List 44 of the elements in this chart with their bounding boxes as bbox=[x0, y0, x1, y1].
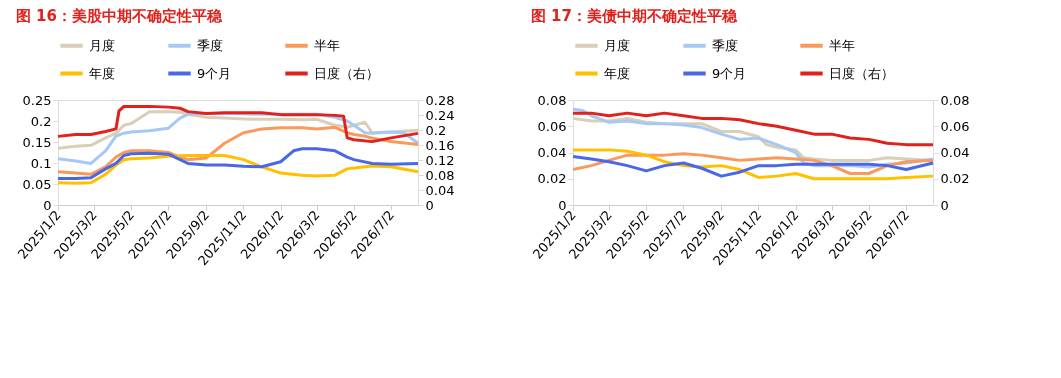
chart-title: 图 17：美债中期不确定性平稳 bbox=[530, 7, 738, 25]
y2-tick-label: 0.04 bbox=[425, 182, 455, 198]
y2-tick-label: 0.08 bbox=[940, 92, 970, 108]
legend-label: 月度 bbox=[89, 37, 115, 53]
legend-label: 9个月 bbox=[197, 65, 232, 81]
legend-label: 半年 bbox=[829, 37, 855, 53]
y2-tick-label: 0.02 bbox=[940, 171, 970, 187]
legend-label: 季度 bbox=[712, 37, 738, 53]
legend-label: 季度 bbox=[197, 37, 223, 53]
y2-tick-label: 0.04 bbox=[940, 145, 970, 160]
y2-tick-label: 0.24 bbox=[425, 107, 455, 123]
legend-label: 日度（右） bbox=[829, 65, 894, 81]
y2-tick-label: 0 bbox=[940, 197, 949, 213]
y-tick-label: 0.05 bbox=[22, 176, 52, 192]
line-series bbox=[56, 153, 420, 185]
legend-label: 年度 bbox=[89, 65, 115, 81]
y-tick-label: 0.08 bbox=[537, 92, 567, 108]
y-tick-label: 0.04 bbox=[537, 145, 567, 160]
line-series bbox=[571, 111, 935, 147]
line-series bbox=[571, 148, 935, 181]
y2-tick-label: 0.08 bbox=[425, 167, 455, 183]
y2-tick-label: 0.12 bbox=[425, 152, 455, 168]
line-series bbox=[56, 125, 420, 176]
legend-label: 9个月 bbox=[712, 65, 747, 81]
y-tick-label: 0 bbox=[558, 197, 567, 213]
y-tick-label: 0.25 bbox=[22, 92, 52, 108]
y-tick-label: 0.2 bbox=[30, 113, 52, 129]
line-series bbox=[56, 104, 420, 144]
y-tick-label: 0.1 bbox=[30, 155, 52, 171]
line-series bbox=[56, 147, 420, 181]
chart-title: 图 16：美股中期不确定性平稳 bbox=[15, 7, 223, 25]
legend-label: 日度（右） bbox=[314, 65, 379, 81]
legend-label: 年度 bbox=[604, 65, 630, 81]
legend-label: 半年 bbox=[314, 37, 340, 53]
y2-tick-label: 0.2 bbox=[425, 122, 447, 138]
legend-label: 月度 bbox=[604, 37, 630, 53]
y2-tick-label: 0 bbox=[425, 197, 434, 213]
y-tick-label: 0.06 bbox=[537, 118, 567, 134]
y-tick-label: 0 bbox=[43, 197, 52, 213]
y2-tick-label: 0.16 bbox=[425, 137, 455, 153]
y2-tick-label: 0.28 bbox=[425, 92, 455, 108]
y2-tick-label: 0.06 bbox=[940, 118, 970, 134]
y-tick-label: 0.02 bbox=[537, 171, 567, 187]
y-tick-label: 0.15 bbox=[22, 134, 52, 150]
